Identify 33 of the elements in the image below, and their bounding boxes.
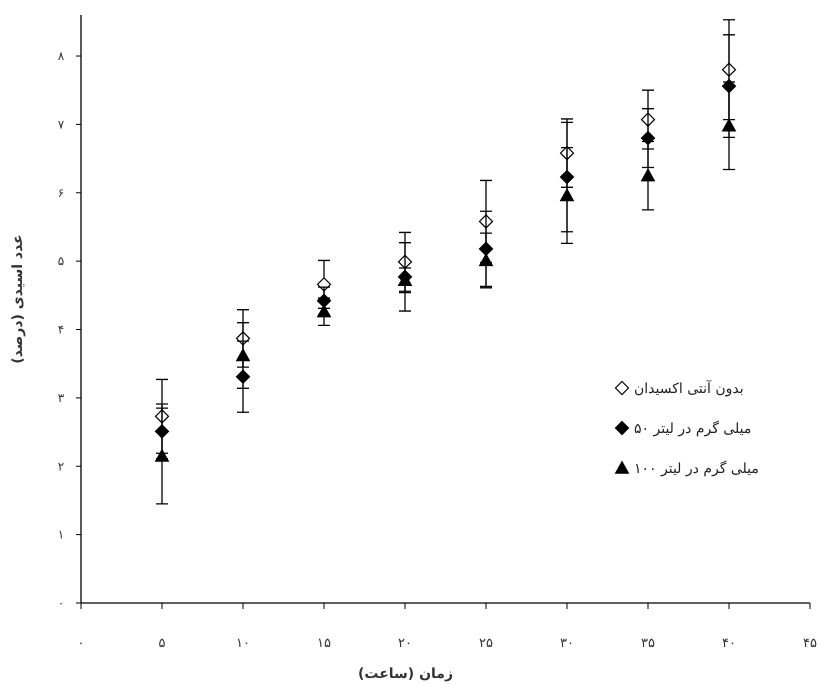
legend-label: بدون آنتی اکسیدان [634,379,744,397]
point [479,253,493,266]
y-tick-label: ۳ [58,390,65,405]
x-tick-label: ۱۵ [317,636,331,651]
x-tick-label: ۳۵ [641,636,655,651]
y-tick-label: ۴ [58,322,64,337]
x-tick-label: ۰ [78,636,84,651]
y-tick-label: ۶ [58,186,64,200]
point [317,304,331,318]
y-tick-label: ۱ [58,528,64,542]
point [236,370,250,384]
x-tick-label: ۳۰ [560,636,574,651]
point [236,348,250,362]
x-tick-label: ۵ [158,636,166,651]
legend-label: میلی گرم در لیتر ۵۰ [634,420,752,437]
point [641,168,655,182]
x-tick-label: ۲۵ [479,636,493,651]
y-tick-label: ۲ [58,459,64,474]
point [722,118,736,132]
point [560,188,574,202]
x-tick-label: ۴۰ [722,636,736,651]
y-tick-label: ۰ [58,596,64,610]
y-tick-label: ۵ [58,254,64,268]
legend-label: میلی گرم در لیتر ۱۰۰ [634,460,759,477]
point [478,242,494,256]
point [155,449,169,462]
x-axis-title: زمان (ساعت) [358,666,454,682]
x-tick-label: ۴۵ [803,636,817,651]
x-tick-label: ۱۰ [236,636,250,651]
x-tick-label: ۲۰ [398,636,412,651]
y-tick-label: ۸ [58,49,65,64]
y-axis-title: عدد اسیدی (درصد) [10,234,26,364]
y-tick-label: ۷ [58,117,65,132]
